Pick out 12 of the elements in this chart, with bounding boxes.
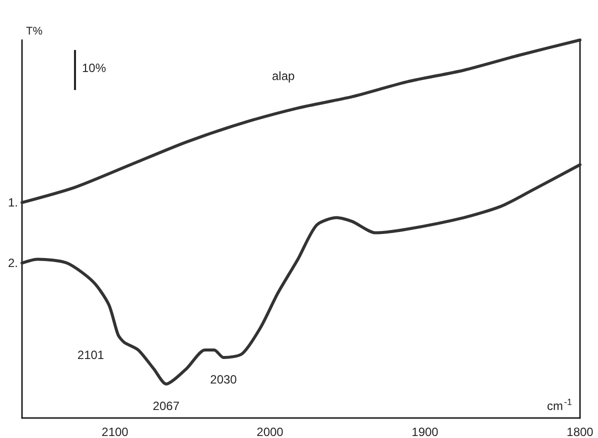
annotation: 2067 xyxy=(152,398,180,413)
x-tick-label: 1900 xyxy=(412,425,439,438)
annotation: 10% xyxy=(82,61,106,75)
x-tick-label: 1800 xyxy=(566,425,594,438)
annotation: alap xyxy=(272,69,296,83)
x-tick-label: 2100 xyxy=(102,425,129,438)
series-label: 1. xyxy=(8,196,18,210)
annotation: 2030 xyxy=(210,372,238,387)
x-tick-label: 2000 xyxy=(256,425,284,438)
y-axis-title: T% xyxy=(26,26,43,38)
series-label: 2. xyxy=(8,256,18,270)
annotation: 2101 xyxy=(77,348,104,362)
